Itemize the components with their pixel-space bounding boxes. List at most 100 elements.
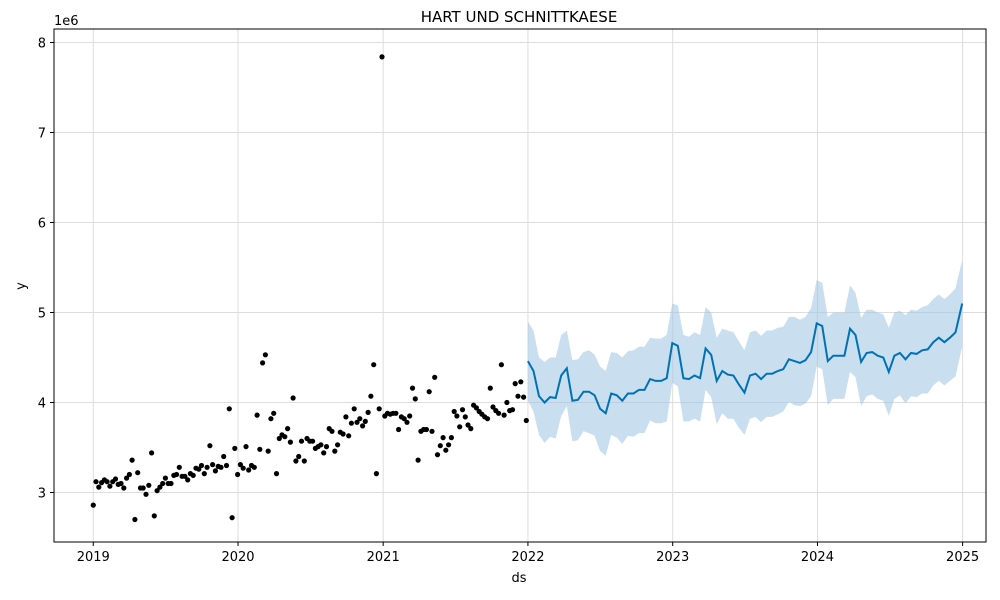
data-point: [515, 393, 521, 399]
data-point: [210, 462, 216, 468]
data-point: [426, 389, 432, 395]
data-point: [246, 467, 252, 473]
data-point: [360, 423, 366, 429]
data-point: [343, 414, 349, 420]
data-point: [143, 491, 149, 497]
data-point: [437, 443, 443, 449]
data-point: [254, 412, 260, 418]
x-tick-label: 2021: [367, 550, 400, 565]
data-point: [404, 419, 410, 425]
data-point: [157, 484, 163, 490]
data-point: [273, 471, 280, 477]
data-point: [473, 405, 479, 411]
data-point: [496, 410, 502, 416]
data-point: [348, 420, 354, 426]
data-point: [465, 422, 471, 428]
data-point: [121, 485, 127, 491]
data-point: [354, 419, 360, 425]
data-point: [434, 452, 441, 458]
data-point: [271, 410, 277, 416]
data-point: [154, 488, 160, 494]
uncertainty-band: [527, 260, 963, 456]
data-point: [151, 513, 157, 519]
data-point: [96, 484, 102, 490]
data-point: [432, 374, 438, 380]
data-point: [504, 399, 510, 406]
y-multiplier-label: 1e6: [54, 14, 79, 29]
x-tick-label: 2020: [221, 550, 254, 565]
data-point: [162, 475, 168, 481]
data-point: [323, 444, 330, 450]
data-point: [90, 502, 96, 508]
data-point: [440, 435, 446, 441]
x-tick-label: 2024: [801, 550, 834, 565]
data-point: [173, 471, 180, 478]
data-point: [212, 468, 218, 474]
data-point: [512, 381, 518, 387]
data-point: [257, 446, 263, 452]
data-point: [237, 462, 243, 468]
x-tick-label: 2019: [77, 550, 110, 565]
data-point: [396, 426, 402, 433]
data-point: [160, 480, 166, 487]
data-point: [290, 395, 296, 401]
data-point: [223, 462, 230, 469]
data-point: [490, 404, 496, 410]
data-point: [293, 458, 299, 464]
data-point: [379, 54, 385, 60]
data-point: [407, 413, 413, 419]
data-point: [373, 471, 379, 477]
data-point: [351, 406, 357, 412]
data-point: [459, 407, 466, 413]
data-point: [93, 479, 99, 485]
y-tick-label: 6: [38, 217, 46, 232]
y-tick-label: 3: [38, 487, 46, 502]
data-point: [218, 464, 224, 470]
data-point: [190, 472, 196, 478]
data-point: [412, 396, 418, 402]
data-point: [221, 453, 227, 460]
data-point: [415, 457, 421, 463]
x-tick-label: 2022: [511, 550, 544, 565]
data-point: [448, 435, 454, 441]
data-point: [487, 385, 493, 391]
data-point: [523, 417, 529, 424]
data-point: [229, 515, 235, 521]
data-point: [462, 414, 468, 420]
x-tick-label: 2023: [656, 550, 689, 565]
data-point: [393, 410, 399, 416]
y-tick-label: 8: [38, 37, 46, 52]
data-point: [243, 444, 249, 450]
plot-frame: [53, 28, 987, 543]
data-point: [468, 426, 474, 432]
data-point: [335, 442, 341, 448]
data-point: [429, 428, 435, 434]
data-point: [104, 479, 110, 485]
data-point: [368, 393, 374, 399]
data-point: [401, 416, 407, 422]
data-point: [451, 408, 457, 415]
data-point: [521, 394, 527, 400]
data-point: [484, 416, 491, 422]
data-point: [518, 379, 524, 385]
x-axis: 2019 2020 2021 2022 2023 2024 2025: [77, 542, 979, 565]
data-point: [268, 416, 274, 422]
data-point: [126, 471, 132, 478]
data-point: [146, 482, 152, 488]
data-point: [409, 385, 416, 391]
observed-points: [90, 54, 529, 523]
data-point: [176, 464, 182, 470]
data-point: [182, 473, 188, 479]
data-point: [498, 362, 504, 368]
y-axis-label: y: [14, 282, 29, 290]
data-point: [112, 476, 119, 482]
data-point: [226, 406, 232, 412]
data-point: [457, 424, 463, 430]
data-point: [287, 439, 293, 445]
data-point: [251, 464, 257, 470]
data-point: [198, 462, 205, 469]
data-point: [135, 470, 141, 476]
data-point: [318, 442, 324, 448]
data-point: [423, 426, 429, 433]
x-tick-label: 2025: [946, 550, 979, 565]
